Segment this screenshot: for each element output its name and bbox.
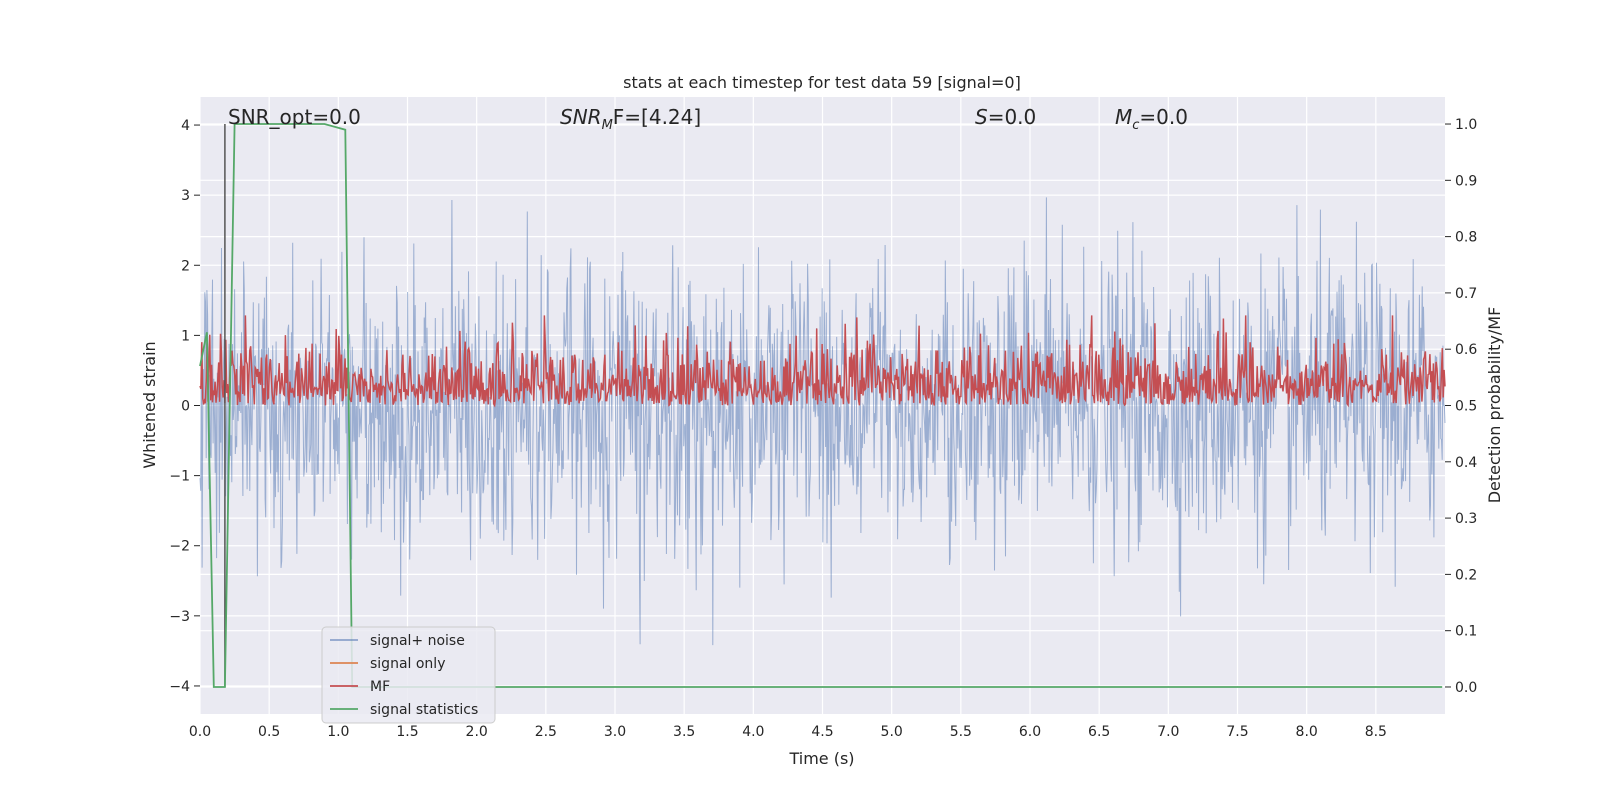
y-tick-label: −3: [169, 609, 190, 625]
y2-tick-label: 0.1: [1455, 624, 1477, 640]
legend-label: signal only: [370, 656, 445, 672]
annotation-1: SNRMF=[4.24]: [560, 105, 701, 133]
y-tick-label: −1: [169, 469, 190, 485]
x-tick-label: 5.5: [950, 724, 972, 740]
annotation-2: S=0.0: [975, 105, 1036, 129]
x-tick-label: 3.5: [673, 724, 695, 740]
y2-tick-label: 0.0: [1455, 680, 1477, 696]
legend-label: signal statistics: [370, 702, 478, 718]
x-axis-label: Time (s): [788, 749, 854, 768]
x-tick-label: 7.0: [1157, 724, 1179, 740]
legend-box: [321, 626, 496, 724]
annotation-0: SNR_opt=0.0: [228, 105, 361, 129]
x-tick-label: 3.0: [604, 724, 626, 740]
chart-title: stats at each timestep for test data 59 …: [623, 73, 1021, 92]
y2-tick-label: 1.0: [1455, 117, 1477, 133]
y2-tick-label: 0.5: [1455, 399, 1477, 415]
x-tick-label: 2.5: [535, 724, 557, 740]
x-tick-label: 0.0: [189, 724, 211, 740]
x-tick-labels: 0.0 0.5 1.0 1.5 2.0 2.5 3.0 3.5 4.0 4.5 5.0 5.5 6.0 6…: [189, 724, 1387, 740]
y-tick-label: 1: [181, 328, 190, 344]
series-signal-noise-line: [199, 197, 1446, 646]
annotations: SNR_opt=0.0 SNRMF=[4.24] S=0.0 Mc=0.0: [228, 105, 1188, 133]
y2-tick-label: 0.2: [1455, 567, 1477, 583]
y2-axis-label: Detection probability/MF: [1485, 307, 1504, 504]
x-tick-label: 6.5: [1088, 724, 1110, 740]
x-tick-label: 4.5: [811, 724, 833, 740]
x-tick-label: 8.5: [1365, 724, 1387, 740]
y-tick-label: −2: [169, 539, 190, 555]
y-axis-label: Whitened strain: [140, 341, 159, 468]
x-tick-label: 6.0: [1019, 724, 1041, 740]
x-tick-label: 0.5: [258, 724, 280, 740]
y2-tick-label: 0.8: [1455, 230, 1477, 246]
series-mf-line: [199, 315, 1446, 408]
y-tick-label: 2: [181, 258, 190, 274]
annotation-3: Mc=0.0: [1115, 105, 1188, 133]
x-tick-label: 2.0: [466, 724, 488, 740]
y-tick-label: 4: [181, 118, 190, 134]
y2-tick-label: 0.6: [1455, 342, 1477, 358]
legend: signal+ noise signal only MF signal statist…: [321, 626, 496, 724]
y-tick-label: 3: [181, 188, 190, 204]
y2-tick-label: 0.4: [1455, 455, 1477, 471]
y2-tick-label: 0.3: [1455, 511, 1477, 527]
y-tick-label: −4: [169, 679, 190, 695]
y2-tick-label: 0.9: [1455, 173, 1477, 189]
x-tick-label: 8.0: [1296, 724, 1318, 740]
y2-tick-labels: 1.0 0.9 0.8 0.7 0.6 0.5 0.4 0.3 0.2 0.1 0.0: [1445, 117, 1477, 696]
x-tick-label: 4.0: [742, 724, 764, 740]
legend-label: signal+ noise: [370, 633, 465, 649]
x-tick-label: 5.0: [881, 724, 903, 740]
series-layer: [199, 123, 1446, 688]
x-tick-label: 1.5: [396, 724, 418, 740]
y2-tick-label: 0.7: [1455, 286, 1477, 302]
legend-label: MF: [370, 679, 390, 695]
y-tick-labels: 4 3 2 1 0 −1 −2 −3 −4: [169, 118, 200, 695]
series-signal-statistics-line: [199, 123, 1443, 688]
y-tick-label: 0: [181, 399, 190, 415]
x-tick-label: 1.0: [327, 724, 349, 740]
x-tick-label: 7.5: [1226, 724, 1248, 740]
